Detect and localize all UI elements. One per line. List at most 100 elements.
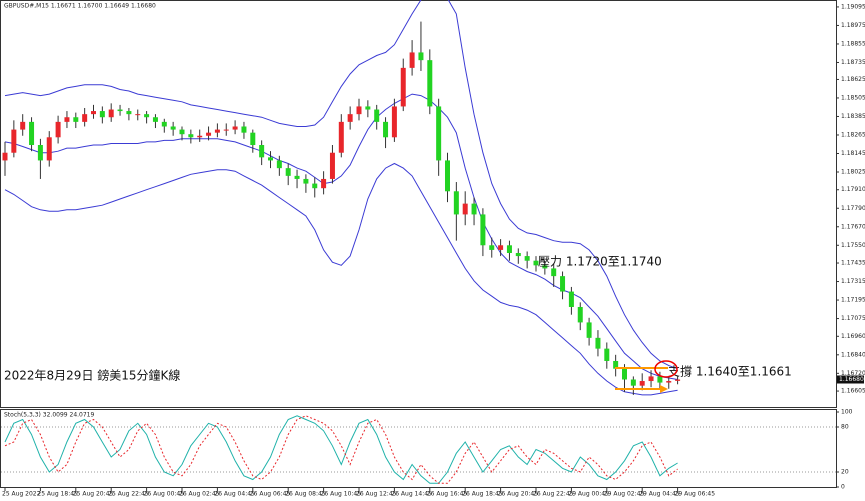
y-tick-label: 1.18505 [841, 94, 865, 101]
y-tick-label: 1.16840 [841, 351, 865, 358]
annotation: 支撐 1.1640至1.1661 [668, 365, 792, 379]
candle-body [604, 348, 610, 361]
candle-body [356, 106, 362, 115]
x-tick-label: 29 Aug 04:45 [639, 491, 680, 498]
candle-body [409, 52, 415, 68]
y-tick-label: 0 [841, 484, 845, 491]
x-tick-label: 26 Aug 20:45 [498, 491, 539, 498]
candle-body [55, 121, 61, 138]
candle-body [551, 268, 557, 277]
candle-body [135, 114, 141, 116]
candle-body [82, 114, 88, 122]
x-tick-label: 26 Aug 14:45 [391, 491, 432, 498]
candle-body [2, 152, 8, 161]
y-tick-label: 80 [841, 424, 849, 431]
y-tick-label: 1.18025 [841, 169, 865, 176]
candle-body [586, 322, 592, 338]
candle-body [533, 260, 539, 266]
y-tick-label: 1.17670 [841, 223, 865, 230]
candle-body [161, 121, 167, 127]
candle-body [595, 337, 601, 349]
annotation: 2022年8月29日 鎊美15分鐘K線 [4, 368, 180, 383]
candle-body [347, 114, 353, 122]
candle-body [276, 160, 282, 169]
candle-body [29, 121, 35, 146]
candle-body [506, 245, 512, 253]
header: GBPUSD#,M15 1.16671 1.16700 1.16649 1.16… [4, 3, 156, 10]
candle-body [418, 52, 424, 61]
candle-body [99, 111, 105, 118]
candle-body [321, 178, 327, 189]
x-tick-label: 29 Aug 00:45 [568, 491, 609, 498]
candle-body [46, 137, 52, 161]
y-tick-label: 1.17790 [841, 205, 865, 212]
candle-body [542, 265, 548, 269]
y-tick-label: 1.18855 [841, 40, 865, 47]
candle-body [630, 379, 636, 386]
candle-body [64, 117, 70, 122]
candle-body [206, 132, 212, 136]
candle-body [675, 379, 681, 381]
y-tick-label: 100 [841, 409, 853, 416]
y-tick-label: 1.16960 [841, 333, 865, 340]
candle-body [622, 368, 627, 380]
bollinger-band [4, 93, 678, 380]
stoch-title: Stoch(5,3,3) 32.0099 24.0719 [4, 412, 95, 419]
y-tick-label: 1.19095 [841, 3, 865, 10]
y-tick-label: 1.17910 [841, 186, 865, 193]
candle-body [126, 111, 132, 115]
candle-body [223, 129, 229, 131]
candle-body [188, 134, 194, 138]
y-tick-label: 1.17315 [841, 278, 865, 285]
candle-body [436, 106, 442, 161]
x-tick-label: 25 Aug 2022 [2, 491, 41, 498]
x-tick-label: 26 Aug 18:45 [462, 491, 503, 498]
annotation: 壓力 1.1720至1.1740 [538, 255, 662, 269]
x-tick-label: 26 Aug 22:45 [533, 491, 574, 498]
candle-body [498, 245, 504, 250]
candle-body [515, 252, 521, 257]
candle-body [383, 121, 389, 138]
y-tick-label: 1.18735 [841, 59, 865, 66]
candle-body [453, 191, 459, 215]
arrow [660, 385, 668, 393]
candle-body [400, 67, 406, 107]
x-tick-label: 25 Aug 20:45 [73, 491, 114, 498]
y-tick-label: 1.17435 [841, 260, 865, 267]
candle-body [108, 109, 114, 118]
x-tick-label: 25 Aug 18:45 [37, 491, 78, 498]
candle-body [73, 117, 79, 122]
price-label: 1.16680 [839, 376, 864, 383]
candle-body [462, 203, 468, 215]
candle-body [329, 152, 335, 179]
candle-body [657, 376, 663, 383]
y-tick-label: 1.18265 [841, 131, 865, 138]
candle-body [489, 245, 495, 250]
y-tick-label: 1.16605 [841, 388, 865, 395]
candle-body [648, 376, 654, 382]
candle-body [179, 129, 185, 135]
x-tick-label: 26 Aug 10:45 [321, 491, 362, 498]
candle-body [524, 256, 530, 261]
candle-body [232, 126, 238, 130]
x-tick-label: 26 Aug 04:45 [214, 491, 255, 498]
candle-body [303, 178, 309, 184]
y-tick-label: 20 [841, 469, 849, 476]
candle-body [391, 106, 397, 138]
x-tick-label: 29 Aug 02:45 [604, 491, 645, 498]
candle-body [613, 360, 619, 369]
y-tick-label: 1.16720 [841, 370, 865, 377]
highlight-circle [654, 360, 678, 378]
candle-body [144, 114, 150, 118]
x-tick-label: 26 Aug 02:45 [179, 491, 220, 498]
y-tick-label: 1.17075 [841, 315, 865, 322]
candle-body [666, 381, 672, 383]
candle-body [312, 183, 318, 189]
candle-body [11, 129, 17, 153]
candle-body [427, 60, 433, 107]
candle-body [480, 214, 486, 246]
candle-body [214, 129, 220, 133]
candle-body [568, 291, 574, 307]
x-tick-label: 26 Aug 16:45 [427, 491, 468, 498]
